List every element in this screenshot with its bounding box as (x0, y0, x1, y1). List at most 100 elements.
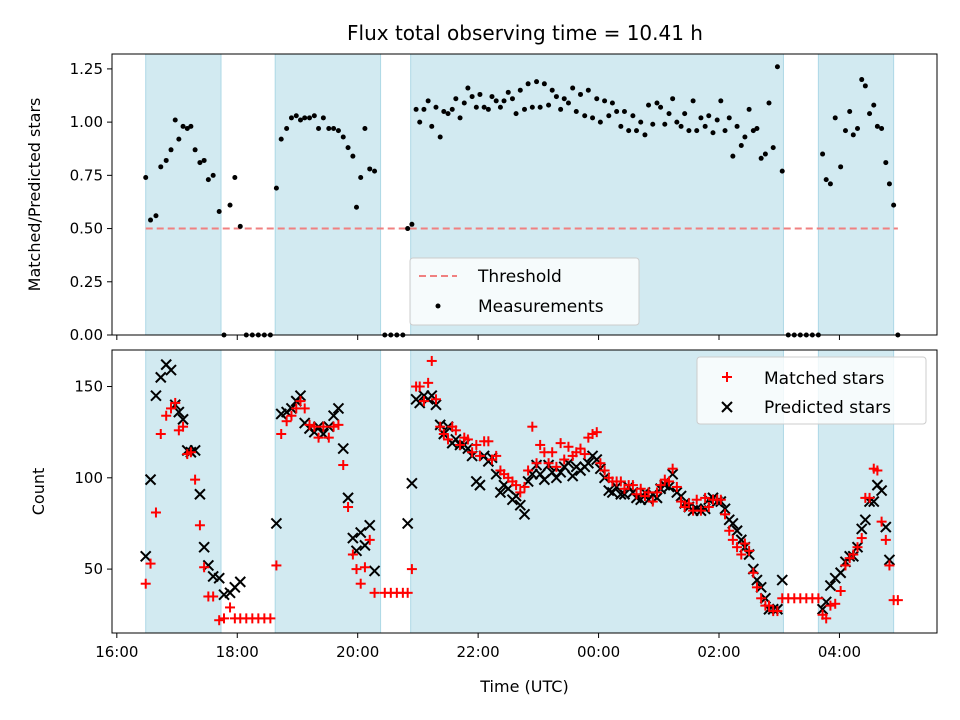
measurement-point (158, 164, 164, 170)
measurement-point (774, 64, 780, 70)
measurement-point (331, 126, 337, 132)
matched-stars-point (423, 377, 434, 388)
matched-stars-point (455, 439, 466, 450)
predicted-stars-point (474, 479, 486, 491)
measurement-point (710, 130, 716, 136)
predicted-stars-point (213, 572, 225, 584)
measurement-point (429, 123, 435, 129)
matched-stars-points (140, 355, 903, 626)
measurement-point (237, 223, 243, 229)
marker-stroke (776, 574, 788, 586)
top-x-ticks (116, 335, 840, 340)
y-tick-label: 50 (84, 560, 103, 578)
matched-stars-point (519, 481, 530, 492)
measurement-point (293, 113, 299, 119)
matched-stars-point (140, 578, 151, 589)
measurement-point (481, 104, 487, 110)
measurement-point (621, 108, 627, 114)
matched-stars-point (161, 410, 172, 421)
measurement-point (517, 87, 523, 93)
predicted-stars-point (675, 490, 687, 502)
measurement-point (350, 153, 356, 159)
marker-stroke (364, 519, 376, 531)
bottom-axes-frame (111, 349, 938, 634)
marker-stroke (675, 490, 687, 502)
top-axes-frame (111, 53, 938, 336)
measurement-point (449, 106, 455, 112)
marker-stroke (856, 523, 868, 535)
marker-stroke (834, 567, 847, 579)
measurement-point (534, 79, 540, 85)
matched-stars-point (150, 507, 161, 518)
matched-stars-point (715, 494, 726, 505)
matched-stars-point (483, 436, 494, 447)
measurement-point (859, 77, 865, 83)
measurement-point (477, 91, 483, 97)
measurement-point (163, 157, 169, 163)
measurement-point (702, 123, 708, 129)
measurement-point (522, 106, 527, 112)
measurement-point (850, 132, 856, 138)
measurement-point (746, 106, 752, 112)
measurement-point (654, 100, 660, 106)
marker-stroke (721, 401, 733, 413)
matched-stars-point (647, 496, 658, 507)
marker-stroke (144, 473, 157, 486)
legend-predicted-swatch (721, 401, 733, 413)
measurement-point (820, 151, 826, 157)
legend-measurements-label: Measurements (478, 297, 604, 317)
marker-stroke (342, 492, 354, 504)
marker-stroke (194, 488, 206, 500)
matched-stars-point (364, 534, 375, 545)
marker-stroke (820, 596, 832, 608)
predicted-stars-point (406, 477, 418, 489)
legend-matched-label: Matched stars (764, 369, 884, 389)
measurement-point (742, 134, 748, 140)
marker-stroke (150, 389, 162, 402)
bottom-x-ticks: 16:00 18:00 20:00 22:00 00:00 02:00 04:00 (95, 633, 861, 661)
measurement-point (770, 145, 776, 151)
measurement-point (726, 115, 732, 121)
measurement-point (148, 217, 154, 223)
matched-stars-point (491, 450, 502, 461)
predicted-stars-point (332, 402, 345, 415)
measurement-point (367, 166, 373, 172)
measurement-point (457, 115, 463, 121)
top-legend: Threshold Measurements (409, 257, 640, 326)
matched-stars-point (739, 538, 750, 549)
measurement-point (320, 115, 326, 121)
measurement-point (682, 111, 688, 117)
matched-stars-point (543, 458, 554, 469)
measurement-point (417, 119, 423, 125)
marker-stroke (140, 550, 152, 563)
matched-stars-point (418, 396, 429, 407)
measurement-point (509, 96, 515, 102)
measurement-point (686, 128, 692, 134)
measurement-point (143, 174, 149, 180)
marker-stroke (347, 532, 359, 544)
marker-stroke (359, 539, 371, 552)
measurement-point (891, 202, 897, 208)
measurement-point (362, 126, 368, 132)
measurement-point (722, 128, 728, 134)
measurement-point (288, 115, 294, 121)
measurement-point (602, 98, 608, 104)
y-tick-label: 0.25 (70, 273, 103, 291)
matched-stars-point (338, 460, 349, 471)
legend-threshold-label: Threshold (477, 267, 562, 287)
marker-stroke (332, 402, 345, 415)
matched-stars-point (635, 483, 646, 494)
matched-stars-point (864, 492, 875, 503)
measurement-points (143, 64, 901, 338)
matched-stars-point (265, 613, 276, 624)
matched-stars-point (286, 410, 297, 421)
measurement-point (886, 181, 892, 187)
marker-stroke (875, 484, 888, 497)
marker-stroke (883, 554, 896, 566)
measurement-point (838, 164, 844, 170)
marker-stroke (234, 576, 246, 588)
matched-stars-point (559, 454, 570, 465)
bottom-legend: Matched stars Predicted stars (696, 356, 927, 425)
measurement-point (372, 168, 378, 174)
matched-stars-point (430, 394, 441, 405)
